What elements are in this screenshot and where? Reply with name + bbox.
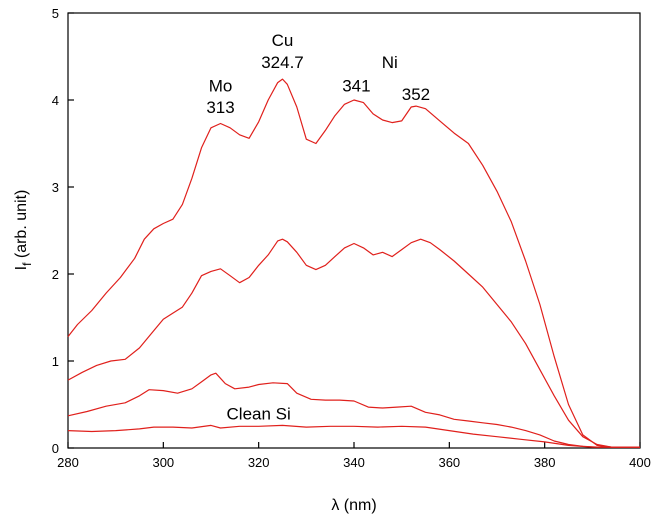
y-tick-label: 2 [52,267,59,282]
axis-ticks: 280 300 320 340 360 380 400 0 1 2 3 4 5 [52,6,651,470]
x-tick-label: 300 [152,455,174,470]
y-axis-label: If (arb. unit) [13,190,34,271]
annotation-label: 324.7 [261,53,304,72]
series-line-2 [67,238,640,448]
annotation-label: 352 [402,85,430,104]
annotation-label: Cu [272,31,294,50]
series-line-1 [67,78,640,448]
series-line-3 [67,372,640,448]
annotation-label: Ni [382,53,398,72]
annotation-label: 313 [206,98,234,117]
y-tick-label: 1 [52,354,59,369]
x-tick-label: 280 [57,455,79,470]
y-tick-label: 0 [52,441,59,456]
y-tick-label: 3 [52,180,59,195]
y-axis-label-rest: (arb. unit) [13,190,30,263]
x-tick-label: 320 [248,455,270,470]
y-tick-label: 4 [52,93,59,108]
annotation-label: Mo [209,76,233,95]
x-tick-label: 380 [534,455,556,470]
series-line-4 [67,424,640,448]
x-axis-label: λ (nm) [331,497,376,514]
x-tick-label: 340 [343,455,365,470]
annotation-label: Clean Si [227,404,291,423]
annotation-label: 341 [342,76,370,95]
y-axis-label-subscript: f [20,262,34,266]
y-tick-label: 5 [52,6,59,21]
y-axis-label-main: I [13,266,30,270]
x-tick-label: 360 [438,455,460,470]
series-layer [67,78,640,448]
x-tick-label: 400 [629,455,651,470]
